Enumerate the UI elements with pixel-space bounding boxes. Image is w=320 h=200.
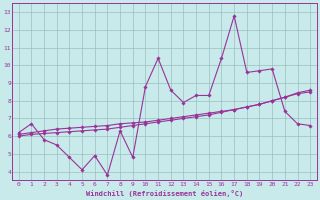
X-axis label: Windchill (Refroidissement éolien,°C): Windchill (Refroidissement éolien,°C) [86, 190, 243, 197]
